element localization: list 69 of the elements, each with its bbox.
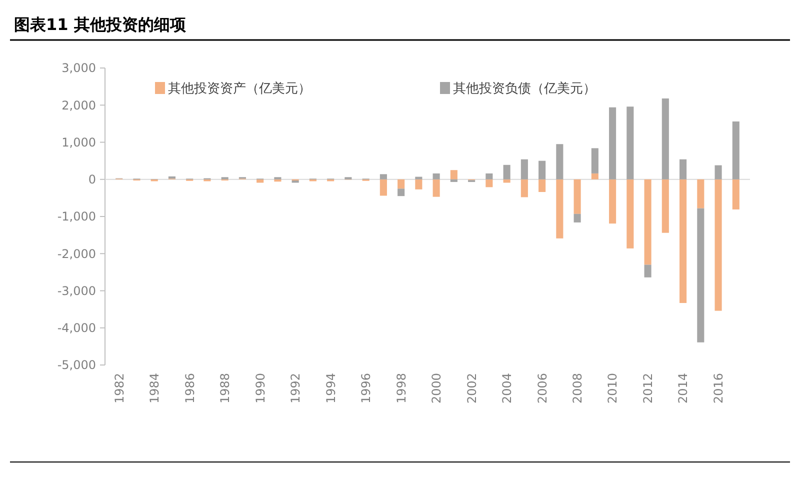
bar <box>574 179 581 214</box>
bar <box>520 179 528 198</box>
x-tick-label: 1982 <box>112 373 126 404</box>
bar <box>415 179 422 190</box>
bar <box>556 179 564 238</box>
y-tick-label: -4,000 <box>57 321 96 336</box>
bar <box>714 165 722 180</box>
bar <box>380 174 387 180</box>
bar <box>732 121 740 180</box>
bar <box>697 208 704 342</box>
bar <box>609 107 616 180</box>
x-tick-label: 2008 <box>570 373 584 404</box>
y-tick-label: 0 <box>88 172 96 187</box>
bar <box>680 179 687 303</box>
bar <box>644 179 652 265</box>
bar <box>609 179 616 224</box>
bar <box>432 179 440 197</box>
bar <box>644 264 652 278</box>
x-tick-label: 2016 <box>711 373 726 404</box>
y-tick-label: 2,000 <box>62 98 96 112</box>
y-tick-label: -3,000 <box>57 284 96 298</box>
bar <box>415 176 422 180</box>
x-tick-label: 1994 <box>324 373 338 404</box>
bar <box>662 179 669 233</box>
x-tick-label: 1998 <box>394 373 408 404</box>
bar <box>591 173 598 180</box>
bar <box>450 179 458 182</box>
bar <box>574 214 581 222</box>
bar <box>556 144 564 180</box>
bar <box>662 98 669 180</box>
bar <box>503 164 510 180</box>
y-tick-label: -1,000 <box>57 210 96 224</box>
bar <box>450 170 458 180</box>
x-tick-label: 2002 <box>464 373 479 404</box>
bar <box>697 179 704 208</box>
bar <box>486 179 493 188</box>
x-tick-label: 1988 <box>218 373 232 404</box>
bar <box>591 148 598 174</box>
bar <box>486 173 493 180</box>
y-tick-label: 3,000 <box>62 61 96 76</box>
y-tick-label: -2,000 <box>57 246 96 261</box>
x-tick-label: 2010 <box>606 373 620 404</box>
x-tick-label: 1986 <box>182 373 197 404</box>
x-tick-label: 1990 <box>253 373 268 404</box>
legend-label: 其他投资负债（亿美元） <box>453 80 596 97</box>
x-tick-label: 2006 <box>535 373 550 404</box>
bar <box>714 179 722 311</box>
x-tick-label: 2004 <box>500 373 514 404</box>
legend-label: 其他投资资产（亿美元） <box>168 80 311 97</box>
bar <box>380 179 387 196</box>
x-tick-label: 2000 <box>430 373 444 404</box>
bar <box>538 179 546 192</box>
bar <box>398 179 405 189</box>
bar <box>432 173 440 180</box>
x-tick-label: 1992 <box>288 373 303 404</box>
x-tick-label: 2014 <box>676 373 690 404</box>
y-tick-label: 1,000 <box>62 135 96 150</box>
chart-title: 图表11 其他投资的细项 <box>14 15 187 34</box>
bar <box>680 159 687 180</box>
bar <box>520 159 528 180</box>
x-tick-label: 1996 <box>359 373 374 404</box>
x-tick-label: 1984 <box>148 373 162 404</box>
bar <box>398 188 405 196</box>
y-tick-label: -5,000 <box>57 358 96 372</box>
x-tick-label: 2012 <box>640 373 655 404</box>
bar <box>626 179 634 248</box>
bar <box>732 179 740 210</box>
bar <box>626 106 634 180</box>
bar <box>538 160 546 180</box>
